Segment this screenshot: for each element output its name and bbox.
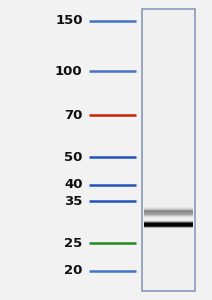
- Bar: [144, 228, 193, 229]
- Bar: [144, 223, 193, 224]
- Bar: [144, 221, 193, 222]
- Bar: [144, 221, 193, 222]
- Bar: [144, 222, 193, 223]
- Bar: [144, 212, 193, 213]
- Bar: [144, 207, 193, 208]
- Bar: [144, 215, 193, 216]
- Bar: [144, 220, 193, 221]
- Bar: [144, 223, 193, 224]
- Bar: [144, 225, 193, 226]
- Bar: [144, 214, 193, 216]
- Bar: [144, 216, 193, 217]
- Bar: [144, 206, 193, 208]
- Bar: [144, 226, 193, 227]
- Text: 70: 70: [64, 109, 83, 122]
- Bar: [144, 224, 193, 225]
- Bar: [144, 217, 193, 218]
- Bar: [144, 227, 193, 228]
- Text: 25: 25: [64, 237, 83, 250]
- Text: 40: 40: [64, 178, 83, 191]
- Bar: [144, 208, 193, 210]
- Bar: [144, 210, 193, 211]
- Bar: [144, 208, 193, 209]
- Bar: [142, 9, 195, 291]
- Bar: [144, 225, 193, 226]
- Bar: [144, 228, 193, 229]
- Bar: [144, 213, 193, 214]
- Text: 35: 35: [64, 195, 83, 208]
- Bar: [144, 216, 193, 217]
- Bar: [144, 222, 193, 223]
- Bar: [144, 211, 193, 212]
- Bar: [144, 213, 193, 214]
- Bar: [144, 209, 193, 210]
- Bar: [144, 227, 193, 228]
- Bar: [144, 210, 193, 211]
- Bar: [144, 217, 193, 218]
- Bar: [144, 221, 193, 222]
- Bar: [144, 213, 193, 214]
- Bar: [144, 226, 193, 227]
- Bar: [144, 226, 193, 227]
- Bar: [144, 207, 193, 208]
- Bar: [144, 212, 193, 213]
- Bar: [144, 215, 193, 217]
- Text: 100: 100: [55, 64, 83, 78]
- Bar: [144, 222, 193, 223]
- Bar: [144, 212, 193, 213]
- Bar: [144, 227, 193, 228]
- Bar: [144, 224, 193, 225]
- Bar: [144, 223, 193, 224]
- Bar: [144, 208, 193, 209]
- Text: 20: 20: [64, 264, 83, 277]
- Text: 50: 50: [64, 151, 83, 164]
- Bar: [144, 225, 193, 226]
- Bar: [144, 208, 193, 209]
- Bar: [144, 224, 193, 225]
- Bar: [144, 227, 193, 228]
- Bar: [144, 214, 193, 215]
- Bar: [144, 210, 193, 211]
- Bar: [144, 220, 193, 221]
- Text: 150: 150: [55, 14, 83, 27]
- Bar: [144, 209, 193, 211]
- Bar: [144, 225, 193, 226]
- Bar: [144, 211, 193, 212]
- Bar: [144, 214, 193, 215]
- Bar: [144, 215, 193, 216]
